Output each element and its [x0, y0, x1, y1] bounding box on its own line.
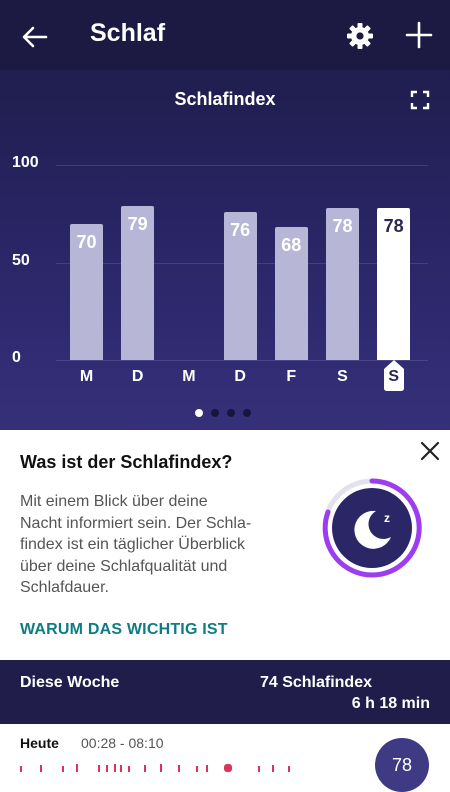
- info-card: Was ist der Schlafindex? Mit einem Blick…: [0, 430, 450, 660]
- chart-bar[interactable]: 78: [326, 207, 359, 360]
- bar-value-label: 68: [281, 235, 302, 256]
- today-time-range: 00:28 - 08:10: [81, 735, 164, 751]
- page-dot[interactable]: [211, 409, 219, 417]
- gear-icon: [347, 23, 373, 49]
- y-tick-label: 100: [12, 154, 39, 171]
- y-tick-label: 0: [12, 349, 21, 366]
- info-card-line: Nacht informiert sein. Der Schla-: [20, 514, 252, 532]
- page-indicator: [195, 408, 255, 418]
- page-dot[interactable]: [243, 409, 251, 417]
- info-card-body: Mit einem Blick über deine Nacht informi…: [20, 491, 288, 599]
- gridline: [56, 360, 428, 361]
- page-title: Schlaf: [90, 19, 166, 47]
- why-important-link[interactable]: WARUM DAS WICHTIG IST: [20, 621, 228, 638]
- week-label: Diese Woche: [20, 674, 120, 691]
- x-tick-label[interactable]: M: [182, 368, 196, 385]
- expand-button[interactable]: [408, 88, 432, 112]
- page-dot[interactable]: [227, 409, 235, 417]
- page-dot[interactable]: [195, 409, 203, 417]
- bar-value-label: 78: [383, 215, 404, 236]
- chart-bar[interactable]: 68: [274, 227, 308, 360]
- chart-bar[interactable]: 78: [377, 207, 411, 360]
- info-card-line: findex ist ein täglicher Überblick: [20, 536, 245, 553]
- x-tick-label: S: [388, 368, 400, 385]
- arrow-left-icon: [22, 26, 48, 48]
- week-score: 74 Schlafindex: [259, 674, 372, 691]
- today-score-badge: 78: [375, 738, 429, 792]
- sleep-stage-strip: [20, 764, 290, 772]
- info-card-line: über deine Schlafqualität und: [20, 557, 228, 575]
- day-label-today[interactable]: S: [381, 359, 407, 391]
- expand-icon: [410, 90, 430, 110]
- x-tick-label[interactable]: M: [79, 368, 94, 385]
- moon-zz-icon: z: [322, 478, 422, 578]
- x-tick-label[interactable]: S: [337, 368, 348, 385]
- close-button[interactable]: [418, 439, 442, 463]
- chart-bar[interactable]: 79: [121, 205, 155, 360]
- sleep-score-graphic: z: [318, 474, 426, 582]
- svg-text:z: z: [384, 511, 390, 525]
- add-button[interactable]: [402, 18, 436, 52]
- bar-value-label: 78: [332, 215, 353, 236]
- x-tick-label[interactable]: D: [234, 368, 246, 385]
- x-tick-label[interactable]: D: [131, 368, 144, 385]
- info-card-line: Schlafdauer.: [20, 579, 109, 596]
- plus-icon: [405, 21, 433, 49]
- chart-title: Schlafindex: [174, 89, 276, 109]
- gridline: [56, 165, 428, 166]
- close-icon: [420, 441, 440, 461]
- settings-button[interactable]: [344, 20, 376, 52]
- bar-value-label: 70: [76, 231, 97, 252]
- week-summary: Diese Woche 74 Schlafindex 6 h 18 min: [0, 660, 450, 724]
- x-tick-label[interactable]: F: [286, 368, 297, 385]
- info-card-title: Was ist der Schlafindex?: [20, 452, 233, 472]
- info-card-line: Mit einem Blick über deine: [20, 493, 208, 510]
- bar-value-label: 79: [127, 213, 148, 234]
- week-duration: 6 h 18 min: [351, 695, 430, 712]
- app-bar: Schlaf: [0, 0, 450, 70]
- today-sleep-entry[interactable]: Heute 00:28 - 08:10 78: [0, 724, 450, 792]
- y-tick-label: 50: [12, 251, 30, 269]
- today-pill-shape: [383, 360, 404, 391]
- back-button[interactable]: [18, 20, 52, 54]
- chart-bar[interactable]: 76: [223, 211, 257, 360]
- bar-value-label: 76: [230, 219, 251, 240]
- chart-bar[interactable]: 70: [70, 223, 103, 360]
- today-label: Heute: [20, 735, 59, 751]
